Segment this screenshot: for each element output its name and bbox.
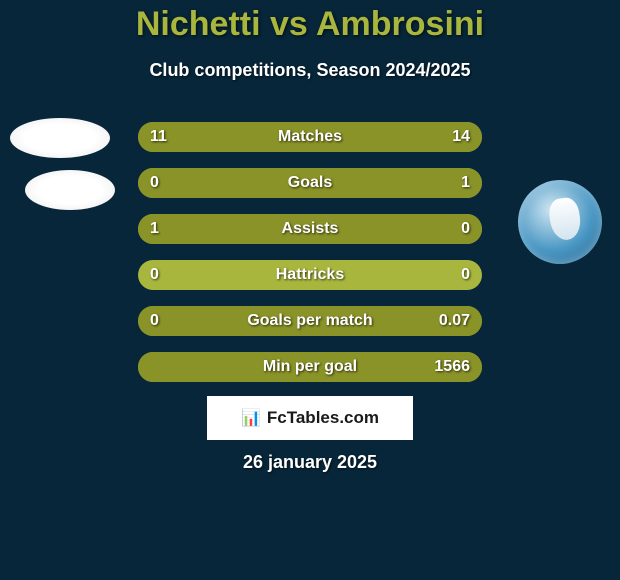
- stat-value-right: 0.07: [439, 306, 470, 336]
- stat-row: Goals per match0 0.07: [138, 306, 482, 336]
- stat-label: Matches: [138, 122, 482, 152]
- comparison-card: Nichetti vs Ambrosini Club competitions,…: [0, 0, 620, 580]
- player-right-club-badge: [518, 180, 602, 264]
- player-left-avatar-1: [10, 118, 110, 158]
- stat-value-left: 0: [150, 306, 159, 336]
- player-left-avatar-2: [25, 170, 115, 210]
- stat-label: Hattricks: [138, 260, 482, 290]
- chart-icon: 📊: [241, 408, 261, 428]
- stat-label: Assists: [138, 214, 482, 244]
- source-logo: 📊 FcTables.com: [207, 396, 413, 440]
- stat-row: Goals0 1: [138, 168, 482, 198]
- stat-label: Min per goal: [138, 352, 482, 382]
- stat-label: Goals: [138, 168, 482, 198]
- stat-value-right: 0: [461, 214, 470, 244]
- source-text: FcTables.com: [267, 408, 379, 428]
- subtitle: Club competitions, Season 2024/2025: [0, 60, 620, 81]
- stat-row: Hattricks0 0: [138, 260, 482, 290]
- stat-label: Goals per match: [138, 306, 482, 336]
- stat-value-right: 1566: [434, 352, 470, 382]
- stat-value-left: 1: [150, 214, 159, 244]
- stat-value-left: 0: [150, 260, 159, 290]
- stat-value-left: 0: [150, 168, 159, 198]
- stat-row: Min per goal1566: [138, 352, 482, 382]
- stat-row: Matches11 14: [138, 122, 482, 152]
- date-label: 26 january 2025: [0, 452, 620, 473]
- stat-value-left: 11: [150, 122, 167, 152]
- page-title: Nichetti vs Ambrosini: [0, 5, 620, 44]
- stat-value-right: 14: [452, 122, 470, 152]
- stat-value-right: 0: [461, 260, 470, 290]
- stat-row: Assists1 0: [138, 214, 482, 244]
- stat-value-right: 1: [461, 168, 470, 198]
- stat-rows: Matches1114Goals01Assists10Hattricks00Go…: [138, 122, 482, 398]
